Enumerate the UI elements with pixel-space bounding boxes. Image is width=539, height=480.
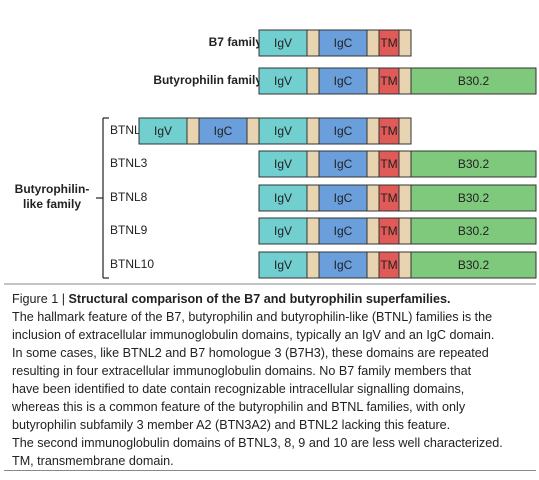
domain-label: IgC [334, 36, 353, 50]
domain [258, 217, 308, 245]
domain [186, 117, 200, 145]
domain-label: TM [380, 224, 397, 238]
domain [318, 117, 368, 145]
domain [306, 217, 320, 245]
domain-label: IgC [334, 124, 353, 138]
domain [306, 150, 320, 178]
domain [366, 117, 380, 145]
domain [398, 217, 412, 245]
domain [410, 150, 537, 178]
domain [306, 251, 320, 279]
domain [366, 29, 380, 57]
domain-label: TM [380, 157, 397, 171]
domain [398, 29, 412, 57]
caption-line: In some cases, like BTNL2 and B7 homolog… [12, 346, 489, 360]
domain-label: IgC [334, 224, 353, 238]
domain-label: IgV [274, 36, 292, 50]
domain-label: B30.2 [458, 191, 490, 205]
member-label: BTNL8 [110, 190, 148, 204]
domain [398, 67, 412, 95]
domain-label: TM [380, 258, 397, 272]
caption-line: TM, transmembrane domain. [12, 454, 174, 468]
group-label: Butyrophilin- [15, 182, 90, 196]
domain [366, 184, 380, 212]
domain-label: IgV [274, 74, 292, 88]
domain [366, 217, 380, 245]
domain-label: TM [380, 74, 397, 88]
domain [258, 251, 308, 279]
domain [258, 117, 308, 145]
domain-label: IgV [274, 191, 292, 205]
domain-label: IgC [334, 157, 353, 171]
diagram: B7 family IgV IgC TM Butyrophilin family IgV I… [4, 29, 537, 285]
caption-line: whereas this is a common feature of the … [12, 400, 466, 414]
domain [306, 117, 320, 145]
domain-label: TM [380, 124, 397, 138]
domain [398, 184, 412, 212]
caption-line: have been identified to date contain rec… [12, 382, 465, 396]
caption: Figure 1 | Structural comparison of the … [12, 290, 536, 470]
domain [306, 29, 320, 57]
caption-line: The second immunoglobulin domains of BTN… [12, 436, 503, 450]
domain-label: IgV [154, 124, 172, 138]
caption-title: Structural comparison of the B7 and buty… [68, 292, 451, 306]
domain-label: IgC [334, 74, 353, 88]
domain [410, 184, 537, 212]
domain [306, 67, 320, 95]
domain-label: TM [380, 191, 397, 205]
domain [398, 251, 412, 279]
caption-head: Figure 1 | Structural comparison of the … [12, 290, 536, 308]
domain-label: IgV [274, 157, 292, 171]
domain-label: IgC [214, 124, 233, 138]
domain-label: TM [380, 36, 397, 50]
domain [398, 150, 412, 178]
caption-line: inclusion of extracellular immunoglobuli… [12, 328, 495, 342]
domain-label: B30.2 [458, 157, 490, 171]
domain [366, 251, 380, 279]
domain-label: IgV [274, 224, 292, 238]
domain [410, 67, 537, 95]
member-label: BTNL9 [110, 223, 148, 237]
domain-label: IgV [274, 258, 292, 272]
domain [318, 150, 368, 178]
domain [306, 184, 320, 212]
domain [258, 184, 308, 212]
domain [246, 117, 260, 145]
member-label: BTNL2 [110, 123, 148, 137]
domain [398, 117, 412, 145]
member-label: BTNL3 [110, 156, 148, 170]
caption-line: butyrophilin subfamily 3 member A2 (BTN3… [12, 418, 451, 432]
family-label: B7 family [209, 35, 263, 49]
domain-label: IgC [334, 258, 353, 272]
family-label: Butyrophilin family [153, 73, 262, 87]
domain-label: IgC [334, 191, 353, 205]
figure-label: Figure 1 | [12, 292, 65, 306]
domain [410, 251, 537, 279]
domain-label: B30.2 [458, 224, 490, 238]
domain-label: IgV [274, 124, 292, 138]
domain [410, 217, 537, 245]
bottom-rule [4, 470, 536, 471]
domain-label: B30.2 [458, 74, 490, 88]
domain [366, 150, 380, 178]
domain [318, 184, 368, 212]
caption-line: The hallmark feature of the B7, butyroph… [12, 310, 493, 324]
member-label: BTNL10 [110, 257, 154, 271]
domain [318, 217, 368, 245]
group-label: like family [23, 197, 81, 211]
domain-label: B30.2 [458, 258, 490, 272]
domain [318, 251, 368, 279]
domain [366, 67, 380, 95]
caption-line: resulting in four extracellular immunogl… [12, 364, 472, 378]
